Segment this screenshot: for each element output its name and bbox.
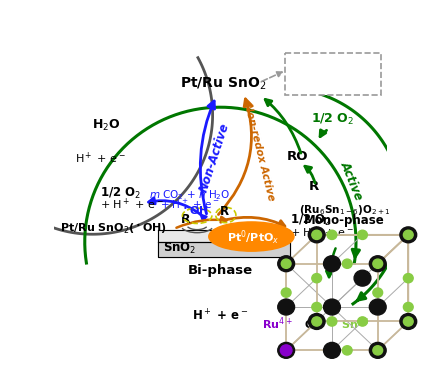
Text: R: R <box>181 213 190 226</box>
Circle shape <box>308 314 325 329</box>
Circle shape <box>312 302 322 312</box>
Circle shape <box>281 259 291 268</box>
Circle shape <box>373 346 383 355</box>
Text: SnO$_2$-Sb-Pt: SnO$_2$-Sb-Pt <box>290 60 349 74</box>
Circle shape <box>403 317 413 326</box>
Circle shape <box>342 346 352 355</box>
Text: Pt$^0$/PtO$_x$: Pt$^0$/PtO$_x$ <box>227 229 280 247</box>
Text: O$^{2-}$: O$^{2-}$ <box>304 316 328 332</box>
FancyBboxPatch shape <box>285 53 381 95</box>
Text: + H$^+$ + e$^-$: + H$^+$ + e$^-$ <box>160 198 219 211</box>
Text: 1/2 O$_2$: 1/2 O$_2$ <box>311 112 354 127</box>
Text: Non-redox Active: Non-redox Active <box>242 102 276 202</box>
Text: Pt/Ru SnO$_2$($^\bullet$OH): Pt/Ru SnO$_2$($^\bullet$OH) <box>60 222 167 236</box>
Text: SnO$_2$-Ru: SnO$_2$-Ru <box>290 76 335 89</box>
Text: Active: Active <box>338 159 366 202</box>
Text: Pt/Ru SnO$_2$: Pt/Ru SnO$_2$ <box>180 76 266 92</box>
Circle shape <box>312 274 322 283</box>
Circle shape <box>278 256 295 272</box>
Polygon shape <box>158 230 290 242</box>
Text: Mono-phase: Mono-phase <box>304 214 385 227</box>
Circle shape <box>280 345 292 356</box>
Text: (Ru$_6$Sn$_{1-6}$)O$_{2+1}$: (Ru$_6$Sn$_{1-6}$)O$_{2+1}$ <box>298 203 390 217</box>
Text: H$_2$O: H$_2$O <box>92 118 121 133</box>
Circle shape <box>403 230 413 239</box>
Text: + H$^+$ + e$^-$: + H$^+$ + e$^-$ <box>290 224 354 240</box>
Text: R: R <box>220 205 229 218</box>
Circle shape <box>312 317 322 326</box>
Circle shape <box>327 230 337 239</box>
Text: $m$ CO$_2$ + $n$ H$_2$O: $m$ CO$_2$ + $n$ H$_2$O <box>149 188 230 202</box>
Text: 1/2 O$_2$: 1/2 O$_2$ <box>290 213 331 228</box>
Text: $^\bullet$OH: $^\bullet$OH <box>181 204 209 217</box>
Circle shape <box>327 317 337 326</box>
Text: Bi-phase: Bi-phase <box>188 264 253 277</box>
Circle shape <box>308 227 325 243</box>
Circle shape <box>369 342 386 358</box>
Text: SnO$_2$: SnO$_2$ <box>163 241 196 256</box>
Text: Sn$^{4+}$: Sn$^{4+}$ <box>341 316 371 332</box>
Text: H$^+$ + e$^-$: H$^+$ + e$^-$ <box>75 150 126 166</box>
Text: Ru$^{4+}$: Ru$^{4+}$ <box>262 316 293 332</box>
Circle shape <box>354 270 371 286</box>
Circle shape <box>281 346 291 355</box>
Circle shape <box>403 274 413 283</box>
Circle shape <box>278 342 295 358</box>
Circle shape <box>312 230 322 239</box>
Circle shape <box>358 230 367 239</box>
Circle shape <box>369 299 386 315</box>
Circle shape <box>400 314 417 329</box>
Text: R: R <box>308 180 319 193</box>
Circle shape <box>400 227 417 243</box>
Circle shape <box>323 342 341 358</box>
Circle shape <box>369 256 386 272</box>
Circle shape <box>281 288 291 297</box>
Circle shape <box>403 302 413 312</box>
Text: Non-Active: Non-Active <box>198 121 232 194</box>
Circle shape <box>323 256 341 272</box>
Polygon shape <box>158 242 290 257</box>
Circle shape <box>342 259 352 268</box>
Text: H$^+$ + e$^-$: H$^+$ + e$^-$ <box>192 308 249 323</box>
Ellipse shape <box>209 222 294 251</box>
Circle shape <box>323 299 341 315</box>
Circle shape <box>278 299 295 315</box>
Text: 1/2 O$_2$: 1/2 O$_2$ <box>100 185 141 201</box>
Circle shape <box>358 317 367 326</box>
Text: + H$^+$ + e$^-$: + H$^+$ + e$^-$ <box>100 196 164 212</box>
Text: RO: RO <box>287 150 309 163</box>
Circle shape <box>373 259 383 268</box>
Circle shape <box>373 288 383 297</box>
